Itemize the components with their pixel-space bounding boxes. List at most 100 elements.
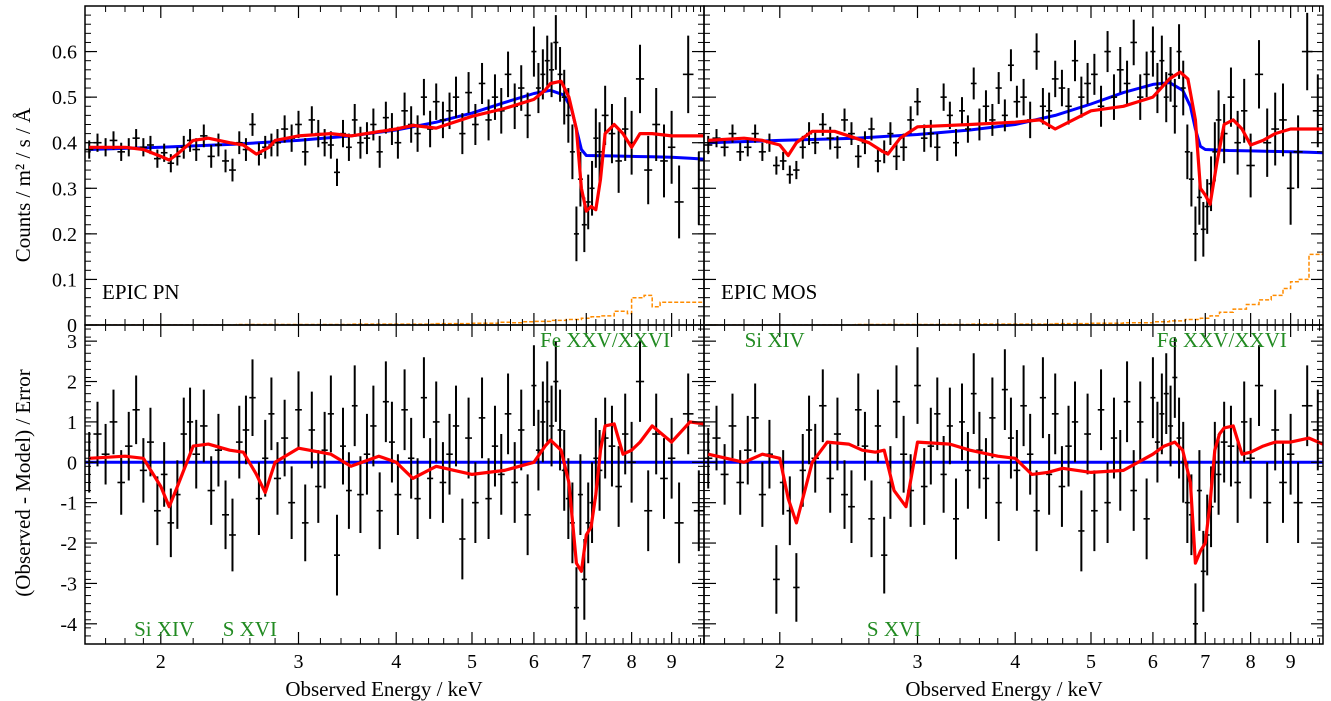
pn-residuals-data-point [518,389,525,471]
mos-residuals-data-point [712,405,721,471]
pn-residuals-data-point [327,375,334,453]
pn-spectrum-data-point [382,101,389,134]
pn-residuals-y-tick-label: -3 [60,573,77,595]
pn-spectrum-data-point [674,165,684,239]
mos-residuals-data-points [704,337,1323,644]
mos-spectrum-data-point [1254,40,1264,109]
pn-spectrum-data-point [585,174,591,230]
pn-residuals-data-point [504,373,512,455]
pn-residuals-data-point [615,446,622,527]
pn-residuals-data-point [186,387,194,457]
pn-spectrum-data-point [553,15,559,70]
x-axis-title-mos: Observed Energy / keV [905,677,1102,701]
pn-spectrum-panel: 0 0.1 0.2 0.3 0.4 0.5 0.6 EPIC PN [52,5,705,337]
pn-residuals-data-point [427,438,434,519]
pn-residuals-data-point [333,514,340,596]
mos-spectrum-data-point [1078,76,1085,118]
mos-spectrum-data-point [1039,88,1047,125]
mos-spectrum-data-point [848,122,855,145]
mos-spectrum-data-points [704,12,1323,262]
pn-residuals-data-point [660,438,668,519]
pn-residuals-x-tick-label: 6 [529,651,539,673]
pn-spectrum-data-point [357,126,364,159]
pn-residuals-data-point [125,411,133,481]
mos-residuals-data-point [934,377,941,451]
mos-residuals-x-tick-label: 2 [775,651,785,673]
mos-residuals-data-point [1254,345,1264,426]
pn-residuals-data-point [667,417,676,499]
mos-spectrum-data-point [965,115,971,143]
mos-spectrum-data-point [1104,31,1111,73]
mos-spectrum-data-point [1001,99,1008,132]
mos-spectrum-data-point [1215,90,1222,150]
mos-residuals-data-point [1058,446,1066,527]
pn-spectrum-data-point [229,158,236,182]
mos-spectrum-data-point [1293,115,1303,189]
pn-spectrum-data-point [363,122,371,155]
pn-spectrum-data-point [346,133,352,161]
mos-spectrum-data-point [793,160,800,180]
mos-residuals-x-tick-label: 8 [1246,651,1256,673]
mos-residuals-ion-label: Si XIV [745,328,805,352]
pn-residuals-y-tick-label: 1 [67,412,77,434]
pn-residuals-data-point [340,407,346,485]
mos-spectrum-data-point [989,103,996,136]
pn-spectrum-data-point [207,144,215,168]
mos-residuals-data-point [1234,442,1241,523]
mos-spectrum-data-point [1130,19,1137,66]
pn-residuals-data-point [214,413,222,487]
pn-residuals-data-point [308,391,316,469]
mos-residuals-data-point [1001,349,1008,430]
pn-residuals-data-point [117,450,125,515]
mos-spectrum-data-point [1184,124,1190,180]
mos-residuals-panel: 2 3 4 5 6 7 8 9 Si XIV Fe XXV/XXVI S XVI [703,324,1324,673]
pn-residuals-y-tick-label: -2 [60,533,77,555]
mos-residuals-data-point [952,478,959,560]
pn-spectrum-y-tick-label: 0 [67,315,77,337]
mos-residuals-data-point [892,365,901,439]
pn-residuals-data-point [222,480,230,550]
mos-residuals-data-point [861,411,869,481]
mos-spectrum-data-point [952,129,959,157]
pn-spectrum-data-point [557,47,563,102]
x-axis-title-pn: Observed Energy / keV [285,677,482,701]
mos-spectrum-data-point [1204,179,1210,234]
mos-residuals-data-point [1150,357,1156,439]
pn-residuals-data-point [577,454,583,535]
pn-residuals-absorption-line [89,420,704,573]
pn-residuals-x-tick-label: 4 [391,651,401,673]
mos-spectrum-data-point [970,67,977,100]
mos-spectrum-data-point [940,83,947,111]
pn-spectrum-y-tick-label: 0.2 [52,224,77,246]
pn-spectrum-data-point [596,122,603,182]
mos-residuals-data-point [1007,397,1014,479]
pn-residuals-data-point [627,421,636,503]
mos-spectrum-data-point [1084,62,1091,104]
mos-residuals-data-point [965,432,971,509]
pn-residuals-data-point [93,401,102,467]
pn-residuals-data-point [376,472,383,550]
pn-residuals-data-point [109,389,118,455]
mos-residuals-data-point [1039,357,1047,439]
mos-residuals-data-point [1172,337,1178,418]
pn-spectrum-data-point [85,140,94,159]
pn-spectrum-data-point [485,99,492,141]
pn-spectrum-absorption-line [89,79,704,213]
pn-residuals-data-point [491,405,499,487]
pn-residuals-data-point [420,357,428,439]
pn-residuals-data-point [295,371,302,449]
pn-spectrum-data-point [414,115,421,152]
mos-residuals-data-point [1026,413,1034,495]
pn-spectrum-y-tick-label: 0.6 [52,42,77,64]
pn-residuals-data-point [524,474,531,556]
pn-residuals-x-tick-label: 3 [293,651,303,673]
pn-residuals-data-point [652,393,661,475]
pn-spectrum-data-point [682,35,694,114]
pn-residuals-data-point [262,419,269,497]
mos-residuals-data-point [1215,434,1222,515]
pn-residuals-data-point [315,450,322,523]
pn-residuals-data-point [229,498,236,572]
y-axis-title-residuals: (Observed - Model) / Error [11,369,35,596]
mos-residuals-data-point [1176,397,1182,479]
mos-residuals-data-point [1312,389,1323,471]
